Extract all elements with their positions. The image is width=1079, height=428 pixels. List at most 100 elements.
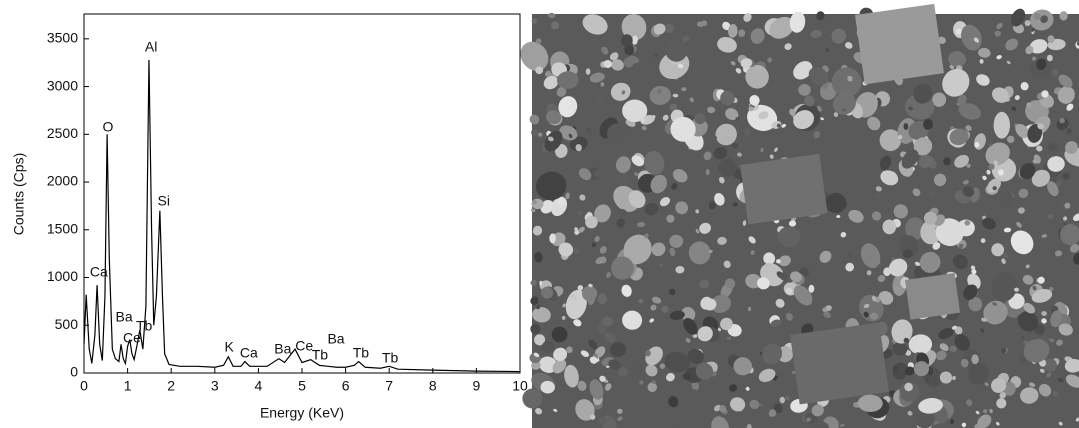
particle <box>943 157 951 166</box>
particle <box>1073 253 1079 265</box>
particle <box>644 150 665 175</box>
particle <box>520 41 549 71</box>
particle <box>699 279 710 289</box>
particle <box>551 326 568 343</box>
particle <box>743 13 752 22</box>
particle <box>845 42 853 49</box>
x-tick-label: 7 <box>385 378 393 394</box>
particle <box>1046 372 1052 378</box>
particle <box>562 303 566 308</box>
particle <box>1058 421 1063 426</box>
crystal <box>904 273 961 320</box>
particle <box>670 116 696 142</box>
particle <box>912 188 921 197</box>
particle <box>675 265 685 274</box>
peak-label: Al <box>145 38 157 54</box>
particle <box>750 249 755 256</box>
particle <box>982 175 987 181</box>
particle <box>649 318 655 323</box>
particle <box>539 280 543 286</box>
particle <box>585 68 591 75</box>
particle <box>785 287 793 295</box>
peak-label: Tb <box>382 350 399 366</box>
particle <box>878 291 894 305</box>
particle <box>907 410 913 416</box>
particle <box>860 243 881 269</box>
particle <box>691 380 699 391</box>
particle <box>611 256 634 280</box>
particle <box>606 271 611 278</box>
crystal <box>790 322 889 405</box>
particle <box>1047 141 1058 152</box>
particle <box>711 135 718 141</box>
particle <box>737 152 742 157</box>
particle <box>785 396 790 401</box>
particle <box>988 163 995 170</box>
particle <box>631 155 645 167</box>
particle <box>847 75 853 82</box>
particle <box>553 347 568 362</box>
particle <box>1072 213 1079 222</box>
particle <box>731 143 739 149</box>
particle <box>763 252 776 265</box>
particle <box>905 217 926 240</box>
particle <box>543 75 559 90</box>
particle <box>788 220 797 227</box>
particle <box>636 364 644 372</box>
particle <box>762 343 783 365</box>
particle <box>897 134 903 140</box>
particle <box>661 305 669 313</box>
particle <box>541 340 555 353</box>
particle <box>1059 11 1068 21</box>
particle <box>959 259 964 264</box>
particle <box>720 90 735 106</box>
particle <box>846 253 852 258</box>
particle <box>664 23 674 34</box>
particle <box>553 408 558 412</box>
particle <box>681 306 696 322</box>
particle <box>541 286 554 299</box>
particle <box>1041 310 1047 317</box>
particle <box>1057 86 1075 104</box>
particle <box>749 95 760 106</box>
particle <box>631 35 638 45</box>
particle <box>718 176 725 184</box>
particle <box>675 201 689 215</box>
particle <box>1002 253 1009 259</box>
particle <box>770 319 782 327</box>
peak-label: K <box>225 339 235 355</box>
particle <box>692 333 698 339</box>
particle <box>867 116 881 131</box>
particle <box>997 169 1004 176</box>
particle <box>857 394 883 413</box>
particle <box>958 243 964 249</box>
particle <box>549 233 556 244</box>
particle <box>1023 338 1050 363</box>
particle <box>585 127 592 134</box>
particle <box>935 350 947 361</box>
particle <box>1005 38 1019 51</box>
particle <box>531 18 538 24</box>
particle <box>558 242 574 257</box>
particle <box>760 147 764 153</box>
y-tick-label: 2000 <box>47 173 78 189</box>
particle <box>669 288 676 296</box>
particle <box>1041 234 1048 238</box>
particle <box>653 23 666 35</box>
particle <box>651 380 656 384</box>
particle <box>1022 274 1034 285</box>
particle <box>793 285 813 306</box>
particle <box>817 105 822 112</box>
particle <box>532 199 537 205</box>
sem-texture <box>520 3 1079 428</box>
particle <box>1031 289 1053 303</box>
particle <box>939 343 949 352</box>
particle <box>1006 60 1011 65</box>
x-tick-label: 8 <box>429 378 437 394</box>
particle <box>951 325 958 330</box>
particle <box>591 242 597 248</box>
particle <box>901 149 919 169</box>
particle <box>948 51 967 68</box>
particle <box>1039 368 1045 373</box>
